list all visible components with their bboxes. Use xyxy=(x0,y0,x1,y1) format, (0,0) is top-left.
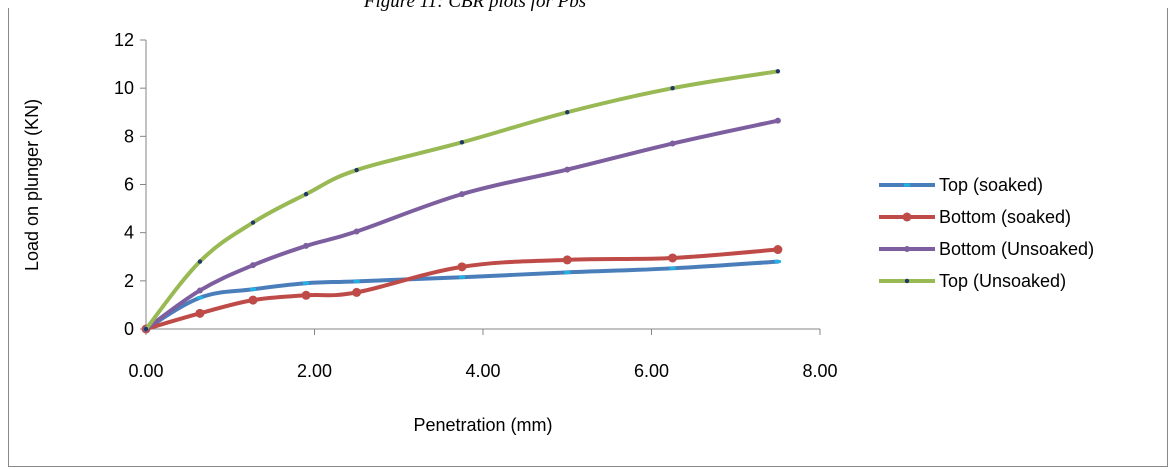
data-point xyxy=(196,287,203,294)
legend-label: Top (soaked) xyxy=(939,175,1043,195)
data-point xyxy=(904,183,910,187)
data-point xyxy=(670,85,675,91)
x-tick-label: 0.00 xyxy=(128,361,163,381)
legend-item: Bottom (soaked) xyxy=(879,207,1071,227)
data-point xyxy=(301,290,311,300)
data-point xyxy=(143,326,149,332)
legend-item: Bottom (Unsoaked) xyxy=(879,239,1094,259)
series-line xyxy=(144,69,780,331)
data-point xyxy=(459,140,465,145)
data-point xyxy=(458,191,465,198)
data-point xyxy=(197,259,203,264)
data-point xyxy=(669,140,676,147)
figure-caption: Figure 11: CBR plots for Pbs xyxy=(363,0,587,12)
data-point xyxy=(457,262,467,272)
data-point xyxy=(352,287,362,297)
y-tick-label: 0 xyxy=(124,319,134,339)
series-line-group xyxy=(143,69,781,332)
y-tick-label: 2 xyxy=(124,271,134,291)
axes: 0 2 4 6 8 10 12 0.00 2.00 4.00 6.00 8.00 xyxy=(114,30,838,381)
legend-label: Bottom (soaked) xyxy=(939,207,1071,227)
y-tick-label: 10 xyxy=(114,78,134,98)
data-point xyxy=(774,260,781,264)
data-point xyxy=(902,212,912,222)
series-line xyxy=(144,118,780,331)
legend-label: Bottom (Unsoaked) xyxy=(939,239,1094,259)
data-point xyxy=(565,110,570,115)
legend-item: Top (soaked) xyxy=(879,175,1043,195)
x-tick-label: 8.00 xyxy=(802,361,837,381)
y-tick-label: 8 xyxy=(124,126,134,146)
series-line-group xyxy=(143,117,781,332)
x-tick-label: 2.00 xyxy=(297,361,332,381)
legend-item: Top (Unsoaked) xyxy=(879,271,1066,291)
data-point xyxy=(904,246,910,252)
data-point xyxy=(668,253,678,263)
data-point xyxy=(564,166,571,173)
data-point xyxy=(353,279,360,283)
y-tick-label: 4 xyxy=(124,223,134,243)
data-point xyxy=(775,69,781,74)
x-tick-label: 6.00 xyxy=(634,361,669,381)
x-axis-title: Penetration (mm) xyxy=(413,415,552,435)
data-point xyxy=(249,262,256,269)
series-layer xyxy=(141,69,783,334)
data-point xyxy=(774,117,781,124)
data-point xyxy=(303,242,310,249)
y-tick-label: 6 xyxy=(124,175,134,195)
chart-frame xyxy=(8,8,1168,466)
data-point xyxy=(562,255,572,265)
data-point xyxy=(195,308,205,318)
data-point xyxy=(354,167,359,173)
data-point xyxy=(773,245,783,255)
data-point xyxy=(303,281,310,285)
data-point xyxy=(353,228,360,235)
x-tick-label: 4.00 xyxy=(465,361,500,381)
y-tick-label: 12 xyxy=(114,30,134,50)
data-point xyxy=(249,287,256,291)
data-point xyxy=(458,275,465,279)
data-point xyxy=(250,220,256,225)
legend: Top (soaked) Bottom (soaked) Bottom (Unsoa… xyxy=(879,175,1094,291)
data-point xyxy=(248,295,258,305)
series-line xyxy=(144,247,780,331)
y-axis-title: Load on plunger (KN) xyxy=(22,99,42,271)
data-point xyxy=(303,191,309,197)
legend-label: Top (Unsoaked) xyxy=(939,271,1066,291)
data-point xyxy=(564,270,571,274)
data-point xyxy=(196,296,203,300)
chart-frame-bottom xyxy=(8,466,1168,467)
data-point xyxy=(904,278,910,284)
data-point xyxy=(669,266,676,270)
